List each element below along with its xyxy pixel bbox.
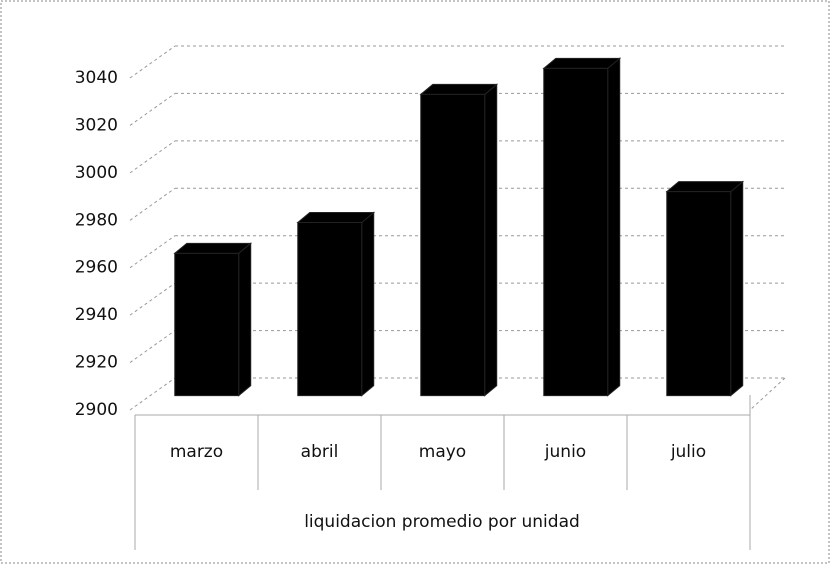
x-tick-label: abril xyxy=(301,442,339,462)
bar-side xyxy=(730,180,744,397)
y-tick-label: 3000 xyxy=(75,163,118,183)
bar-top xyxy=(542,57,622,69)
y-tick-label: 2960 xyxy=(75,258,118,278)
bar-front xyxy=(297,221,363,397)
bar xyxy=(665,180,745,397)
y-tick-label: 3040 xyxy=(75,68,118,88)
bar-top xyxy=(665,181,745,193)
y-tick-label: 2980 xyxy=(75,210,118,230)
bar-side xyxy=(238,242,252,397)
bar xyxy=(173,242,253,397)
y-tick-label: 2920 xyxy=(75,353,118,373)
bar-front xyxy=(420,93,486,397)
y-tick-label: 2940 xyxy=(75,305,118,325)
floor-edge xyxy=(749,377,786,411)
x-tick-label: julio xyxy=(670,442,706,462)
x-tick-label: mayo xyxy=(419,442,466,462)
y-tick-label: 3020 xyxy=(75,115,118,135)
bar-side xyxy=(361,211,375,397)
bar-front xyxy=(174,252,240,397)
bar xyxy=(419,83,499,397)
x-axis-title: liquidacion promedio por unidad xyxy=(304,512,580,532)
x-tick-label: junio xyxy=(544,442,586,462)
bar-top xyxy=(419,83,499,95)
y-tick-label: 2900 xyxy=(75,400,118,420)
bar-front xyxy=(543,67,609,397)
bar-top xyxy=(173,242,253,254)
bar-side xyxy=(607,57,621,397)
bar xyxy=(296,211,376,397)
bar-side xyxy=(484,83,498,397)
bar xyxy=(542,57,622,397)
bar-front xyxy=(666,191,732,397)
bar-top xyxy=(296,211,376,223)
x-tick-label: marzo xyxy=(170,442,223,462)
